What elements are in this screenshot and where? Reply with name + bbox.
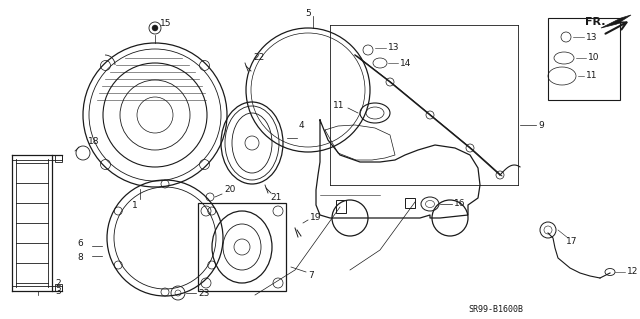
Text: 3: 3 — [55, 287, 61, 296]
Text: 22: 22 — [253, 54, 264, 63]
Text: 2: 2 — [55, 278, 61, 287]
Text: 12: 12 — [627, 268, 638, 277]
Polygon shape — [601, 15, 631, 28]
Text: 21: 21 — [270, 192, 282, 202]
Text: 20: 20 — [224, 184, 236, 194]
Text: 6: 6 — [77, 239, 83, 248]
Text: 18: 18 — [88, 137, 99, 145]
Bar — [55, 155, 62, 162]
Text: 5: 5 — [305, 9, 311, 18]
Text: 8: 8 — [77, 254, 83, 263]
Text: 1: 1 — [132, 201, 138, 210]
Bar — [55, 284, 62, 291]
Text: 7: 7 — [308, 271, 314, 279]
Bar — [198, 203, 286, 291]
Text: 16: 16 — [454, 199, 465, 209]
Text: 13: 13 — [586, 33, 598, 41]
Text: 11: 11 — [333, 100, 344, 109]
Bar — [336, 200, 346, 213]
Text: FR.: FR. — [585, 17, 605, 27]
Circle shape — [152, 25, 158, 31]
Text: 10: 10 — [588, 54, 600, 63]
Text: 11: 11 — [586, 71, 598, 80]
Text: 15: 15 — [160, 19, 172, 27]
Text: SR99-B1600B: SR99-B1600B — [468, 305, 523, 314]
Text: 4: 4 — [299, 121, 305, 130]
Text: 19: 19 — [310, 213, 321, 222]
Text: 23: 23 — [198, 288, 209, 298]
Text: 9: 9 — [538, 121, 544, 130]
Bar — [548, 18, 620, 100]
Text: 17: 17 — [566, 238, 577, 247]
Text: 14: 14 — [400, 58, 412, 68]
Text: 13: 13 — [388, 43, 399, 53]
Bar — [405, 198, 415, 208]
